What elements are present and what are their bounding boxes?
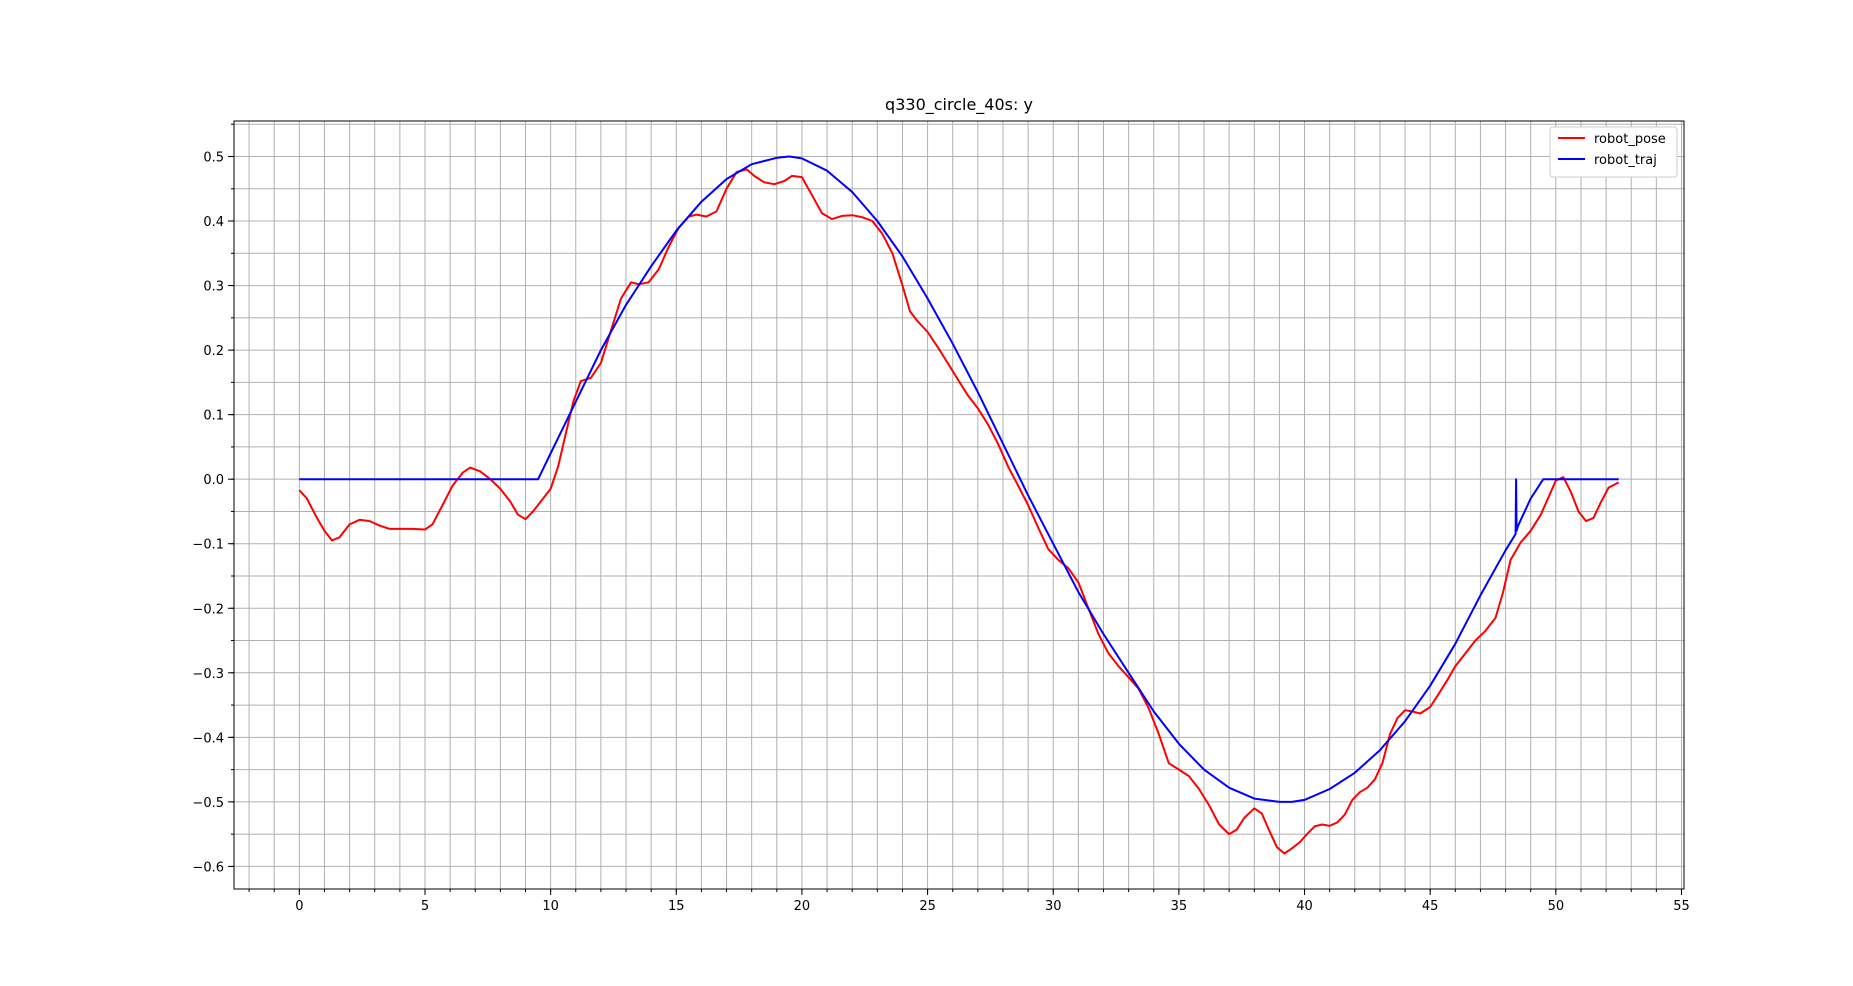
x-tick-label: 15 [668,899,685,914]
y-tick-label: 0.3 [203,280,224,295]
y-tick-label: −0.1 [192,538,224,553]
x-tick-label: 30 [1045,899,1062,914]
y-tick-label: 0.1 [203,409,224,424]
y-tick-label: 0.2 [203,344,224,359]
x-tick-label: 20 [794,899,811,914]
x-tick-label: 10 [542,899,559,914]
legend-box [1549,126,1678,178]
y-tick-label: 0.4 [203,215,224,230]
y-tick-label: −0.3 [192,667,224,682]
plot-frame [233,120,1685,890]
series-lines [298,155,1620,855]
y-tick-label: −0.2 [192,602,224,617]
x-tick-label: 25 [919,899,936,914]
x-tick-label: 35 [1171,899,1188,914]
x-tick-label: 0 [295,899,303,914]
x-tick-label: 50 [1548,899,1565,914]
x-tick-label: 40 [1296,899,1313,914]
x-tick-label: 55 [1673,899,1690,914]
x-tick-label: 5 [421,899,429,914]
y-tick-label: 0.5 [203,150,224,165]
chart-title: q330_circle_40s: y [885,95,1033,115]
y-tick-label: 0.0 [203,473,224,488]
grid [234,121,1684,889]
x-tick-label: 45 [1422,899,1439,914]
y-tick-label: −0.4 [192,731,224,746]
series-line-robot-traj [299,155,1619,803]
legend-label-robot-traj: robot_traj [1594,153,1657,168]
x-axis: 0 5 10 15 20 25 30 35 40 45 50 55 [248,889,1690,914]
y-tick-label: −0.5 [192,796,224,811]
y-axis: −0.6 −0.5 −0.4 −0.3 −0.2 −0.1 0.0 0.1 0.2 0.3 0.4 0… [192,123,234,875]
y-tick-label: −0.6 [192,860,224,875]
legend-label-robot-pose: robot_pose [1594,132,1666,147]
legend: robot_pose robot_traj [1549,126,1678,178]
